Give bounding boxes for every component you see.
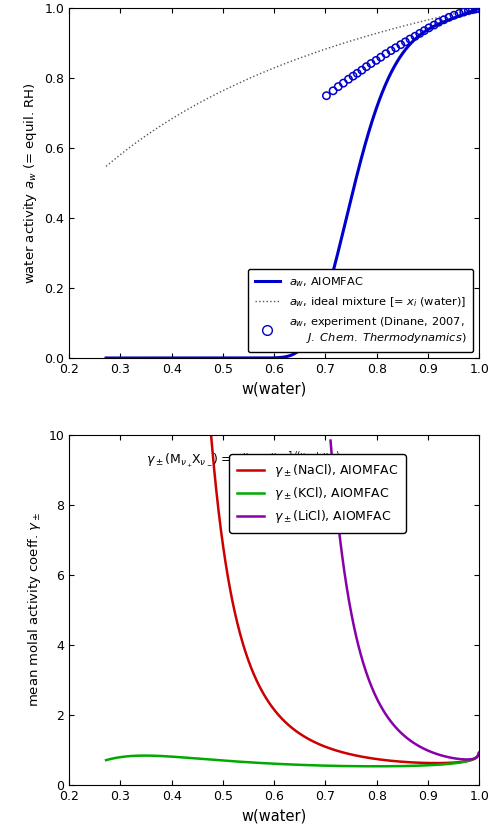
$\gamma_\pm$(LiCl), AIOMFAC [475,752,481,762]
$\gamma_\pm$(KCl), AIOMFAC [329,761,335,771]
Point [377,50,385,64]
$\gamma_\pm$(LiCl), AIOMFAC [370,686,376,696]
$\gamma_\pm$(LiCl), AIOMFAC [476,748,482,758]
Point [440,13,448,26]
X-axis label: w(water): w(water) [242,382,307,396]
Point [382,47,390,60]
Point [397,38,405,51]
Point [349,69,357,83]
$\gamma_\pm$(NaCl), AIOMFAC [386,756,392,766]
Point [411,30,419,43]
Line: $\gamma_\pm$(NaCl), AIOMFAC: $\gamma_\pm$(NaCl), AIOMFAC [106,0,479,763]
Point [474,2,482,15]
Point [425,21,433,35]
$\gamma_\pm$(KCl), AIOMFAC [126,751,132,761]
$\gamma_\pm$(LiCl), AIOMFAC [471,753,477,763]
Point [323,89,330,102]
Point [455,7,463,20]
$\gamma_\pm$(NaCl), AIOMFAC [320,741,326,751]
$\gamma_\pm$(LiCl), AIOMFAC [456,754,462,764]
$\gamma_\pm$(KCl), AIOMFAC [320,761,326,771]
$\gamma_\pm$(LiCl), AIOMFAC [328,435,333,445]
Point [450,8,458,21]
Point [329,84,337,97]
Point [387,44,395,57]
$\gamma_\pm$(KCl), AIOMFAC [386,762,392,771]
$\gamma_\pm$(NaCl), AIOMFAC [433,758,439,768]
Point [392,41,400,55]
Point [416,26,424,40]
Point [372,54,380,67]
Point [402,36,410,49]
Line: $\gamma_\pm$(KCl), AIOMFAC: $\gamma_\pm$(KCl), AIOMFAC [106,752,479,767]
Text: $\gamma_\pm(\mathrm{M}_{\nu_+}\!\mathrm{X}_{\nu_-})=\!\left[\gamma_+^{\nu_+}\!\c: $\gamma_\pm(\mathrm{M}_{\nu_+}\!\mathrm{… [146,451,340,470]
Point [420,24,428,37]
Point [344,73,352,86]
Y-axis label: mean molal activity coeff. $\gamma_\pm$: mean molal activity coeff. $\gamma_\pm$ [26,512,43,707]
Point [472,2,480,16]
$\gamma_\pm$(NaCl), AIOMFAC [341,748,347,757]
Point [339,77,347,90]
Point [406,32,414,45]
Line: $\gamma_\pm$(LiCl), AIOMFAC: $\gamma_\pm$(LiCl), AIOMFAC [330,440,479,759]
X-axis label: w(water): w(water) [242,808,307,824]
Point [460,6,468,19]
Point [430,18,438,31]
$\gamma_\pm$(LiCl), AIOMFAC [423,745,429,755]
Legend: $a_w$, AIOMFAC, $a_w$, ideal mixture [= $x_i$ (water)], $a_w$, experiment (Dinan: $a_w$, AIOMFAC, $a_w$, ideal mixture [= … [248,268,473,353]
Point [469,3,477,17]
Point [435,16,443,29]
$\gamma_\pm$(KCl), AIOMFAC [476,748,482,757]
$\gamma_\pm$(KCl), AIOMFAC [372,762,378,771]
Point [353,67,361,80]
$\gamma_\pm$(KCl), AIOMFAC [425,761,431,771]
Point [367,57,375,70]
$\gamma_\pm$(LiCl), AIOMFAC [464,754,470,764]
Legend: $\gamma_\pm$(NaCl), AIOMFAC, $\gamma_\pm$(KCl), AIOMFAC, $\gamma_\pm$(LiCl), AIO: $\gamma_\pm$(NaCl), AIOMFAC, $\gamma_\pm… [229,454,406,533]
$\gamma_\pm$(NaCl), AIOMFAC [329,744,335,754]
Point [358,64,366,77]
$\gamma_\pm$(NaCl), AIOMFAC [424,758,430,768]
Y-axis label: water activity $a_w$ (= equil. RH): water activity $a_w$ (= equil. RH) [22,83,39,284]
Point [363,60,370,74]
$\gamma_\pm$(KCl), AIOMFAC [103,755,109,765]
Point [464,4,472,17]
Point [334,80,342,93]
$\gamma_\pm$(LiCl), AIOMFAC [337,536,343,546]
Point [445,11,453,24]
$\gamma_\pm$(KCl), AIOMFAC [341,761,347,771]
$\gamma_\pm$(NaCl), AIOMFAC [476,748,482,758]
